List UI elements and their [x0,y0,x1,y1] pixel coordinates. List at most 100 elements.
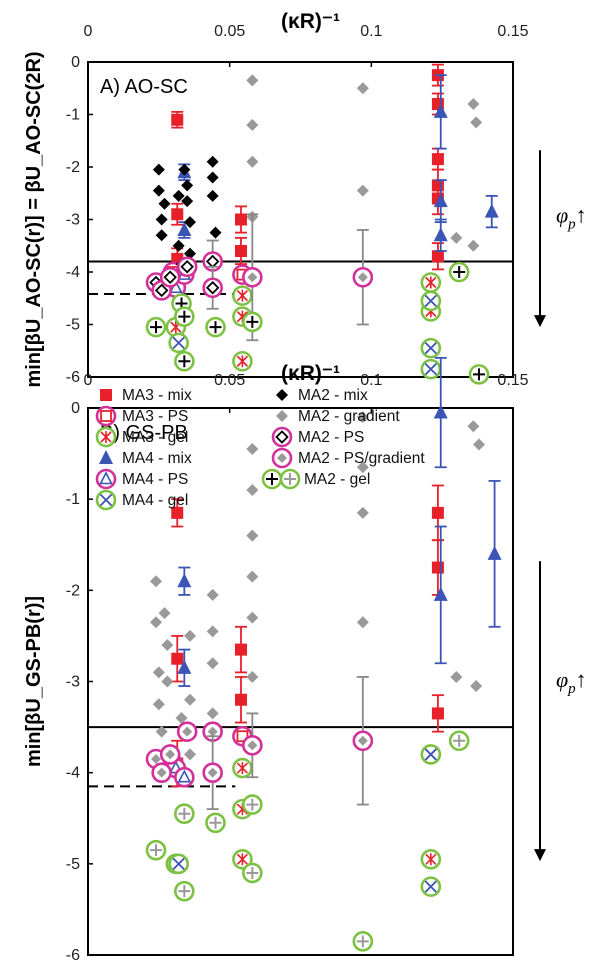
data-point [484,203,499,218]
y-tick-label: -4 [66,765,80,782]
y-tick-label: -6 [66,369,80,386]
series-ma4-mix [177,356,502,687]
data-point-inner [209,816,222,829]
data-point [420,358,442,380]
data-point-inner [178,885,191,898]
data-point [356,506,369,519]
data-point-inner [154,283,169,298]
phi-label: φp↑ [556,203,587,233]
data-point [356,616,369,629]
legend-marker [100,389,112,401]
y-tick-label: -3 [66,212,80,229]
data-point [209,226,222,239]
data-point [181,179,194,192]
data-point [171,208,184,221]
legend-label: MA2 - gel [304,471,370,488]
phi-label: φp↑ [556,667,587,697]
data-point [420,848,442,870]
legend-symbol [95,405,117,427]
y-tick-label: -4 [66,264,80,281]
legend-label: MA2 - mix [298,387,368,404]
legend-marker [95,426,117,448]
data-point [468,364,490,385]
data-point [235,693,247,706]
y-tick-label: -5 [66,856,80,873]
data-point [174,350,195,372]
data-point [155,725,168,738]
data-point [206,707,219,720]
data-point [155,229,168,242]
data-point [420,337,442,359]
data-point [159,266,181,288]
legend-symbol-inner [99,493,113,507]
data-point [174,880,195,902]
data-point [433,103,448,118]
data-point [232,285,253,306]
data-point-inner [236,762,248,775]
phi-subscript: p [567,217,576,233]
phi-arrow-head [534,849,546,862]
y-tick-label: -1 [66,491,80,508]
data-point-inner [424,294,437,308]
series-ma4-gel [168,744,442,897]
legend-label: MA4 - mix [122,450,192,467]
legend-label: MA3 - mix [122,387,192,404]
data-point [431,561,444,574]
data-point [473,438,485,451]
y-axis-label: min[βU_GS-PB(r)] [23,596,45,767]
data-point-inner [424,362,437,376]
data-point [168,853,189,875]
data-point [171,113,184,126]
x-tick-label: 0.15 [497,23,528,40]
data-point [487,545,502,560]
data-point [242,794,263,815]
data-point [159,744,181,765]
legend-symbol [95,489,117,511]
data-point-inner [151,753,161,764]
data-point-inner [178,807,191,820]
data-point [206,189,219,202]
y-tick-label: -3 [66,674,80,691]
data-point-inner [205,280,220,295]
data-point [420,876,442,897]
legend-symbol-ring [95,405,117,427]
data-point [433,586,448,601]
data-point [246,611,259,624]
data-point [176,256,198,278]
series-ma2-ps [145,721,223,811]
data-point [145,839,167,861]
data-point [246,570,259,583]
data-point-inner [182,726,193,737]
legend-marker [276,410,288,422]
data-point [174,306,195,327]
data-point-inner [246,866,259,879]
legend-symbol [95,468,117,490]
data-point [467,239,480,252]
x-tick-label: 0.1 [360,23,382,40]
data-point-inner [236,730,249,743]
data-point [246,119,259,131]
data-point-inner [163,270,177,285]
data-point [161,675,174,688]
data-point [431,153,444,166]
legend-symbol-inner [284,473,296,485]
data-point [470,680,483,693]
data-point [235,643,247,656]
data-point [152,163,165,176]
data-point [356,411,369,424]
series-ma4-mix [177,74,499,252]
phi-arrow-head [534,315,546,328]
data-point [205,316,226,338]
phi-subscript: p [567,681,576,697]
data-point [420,744,442,765]
panel-title: B) GS-PB [100,422,188,444]
data-point [431,707,444,720]
data-point [246,74,259,87]
data-point-inner [247,272,258,283]
legend-marker [276,389,288,401]
legend-label: MA2 - PS [298,429,364,446]
legend-symbol-inner [277,453,287,463]
data-point [206,155,219,168]
data-point [467,420,480,433]
data-point-inner [246,315,259,328]
